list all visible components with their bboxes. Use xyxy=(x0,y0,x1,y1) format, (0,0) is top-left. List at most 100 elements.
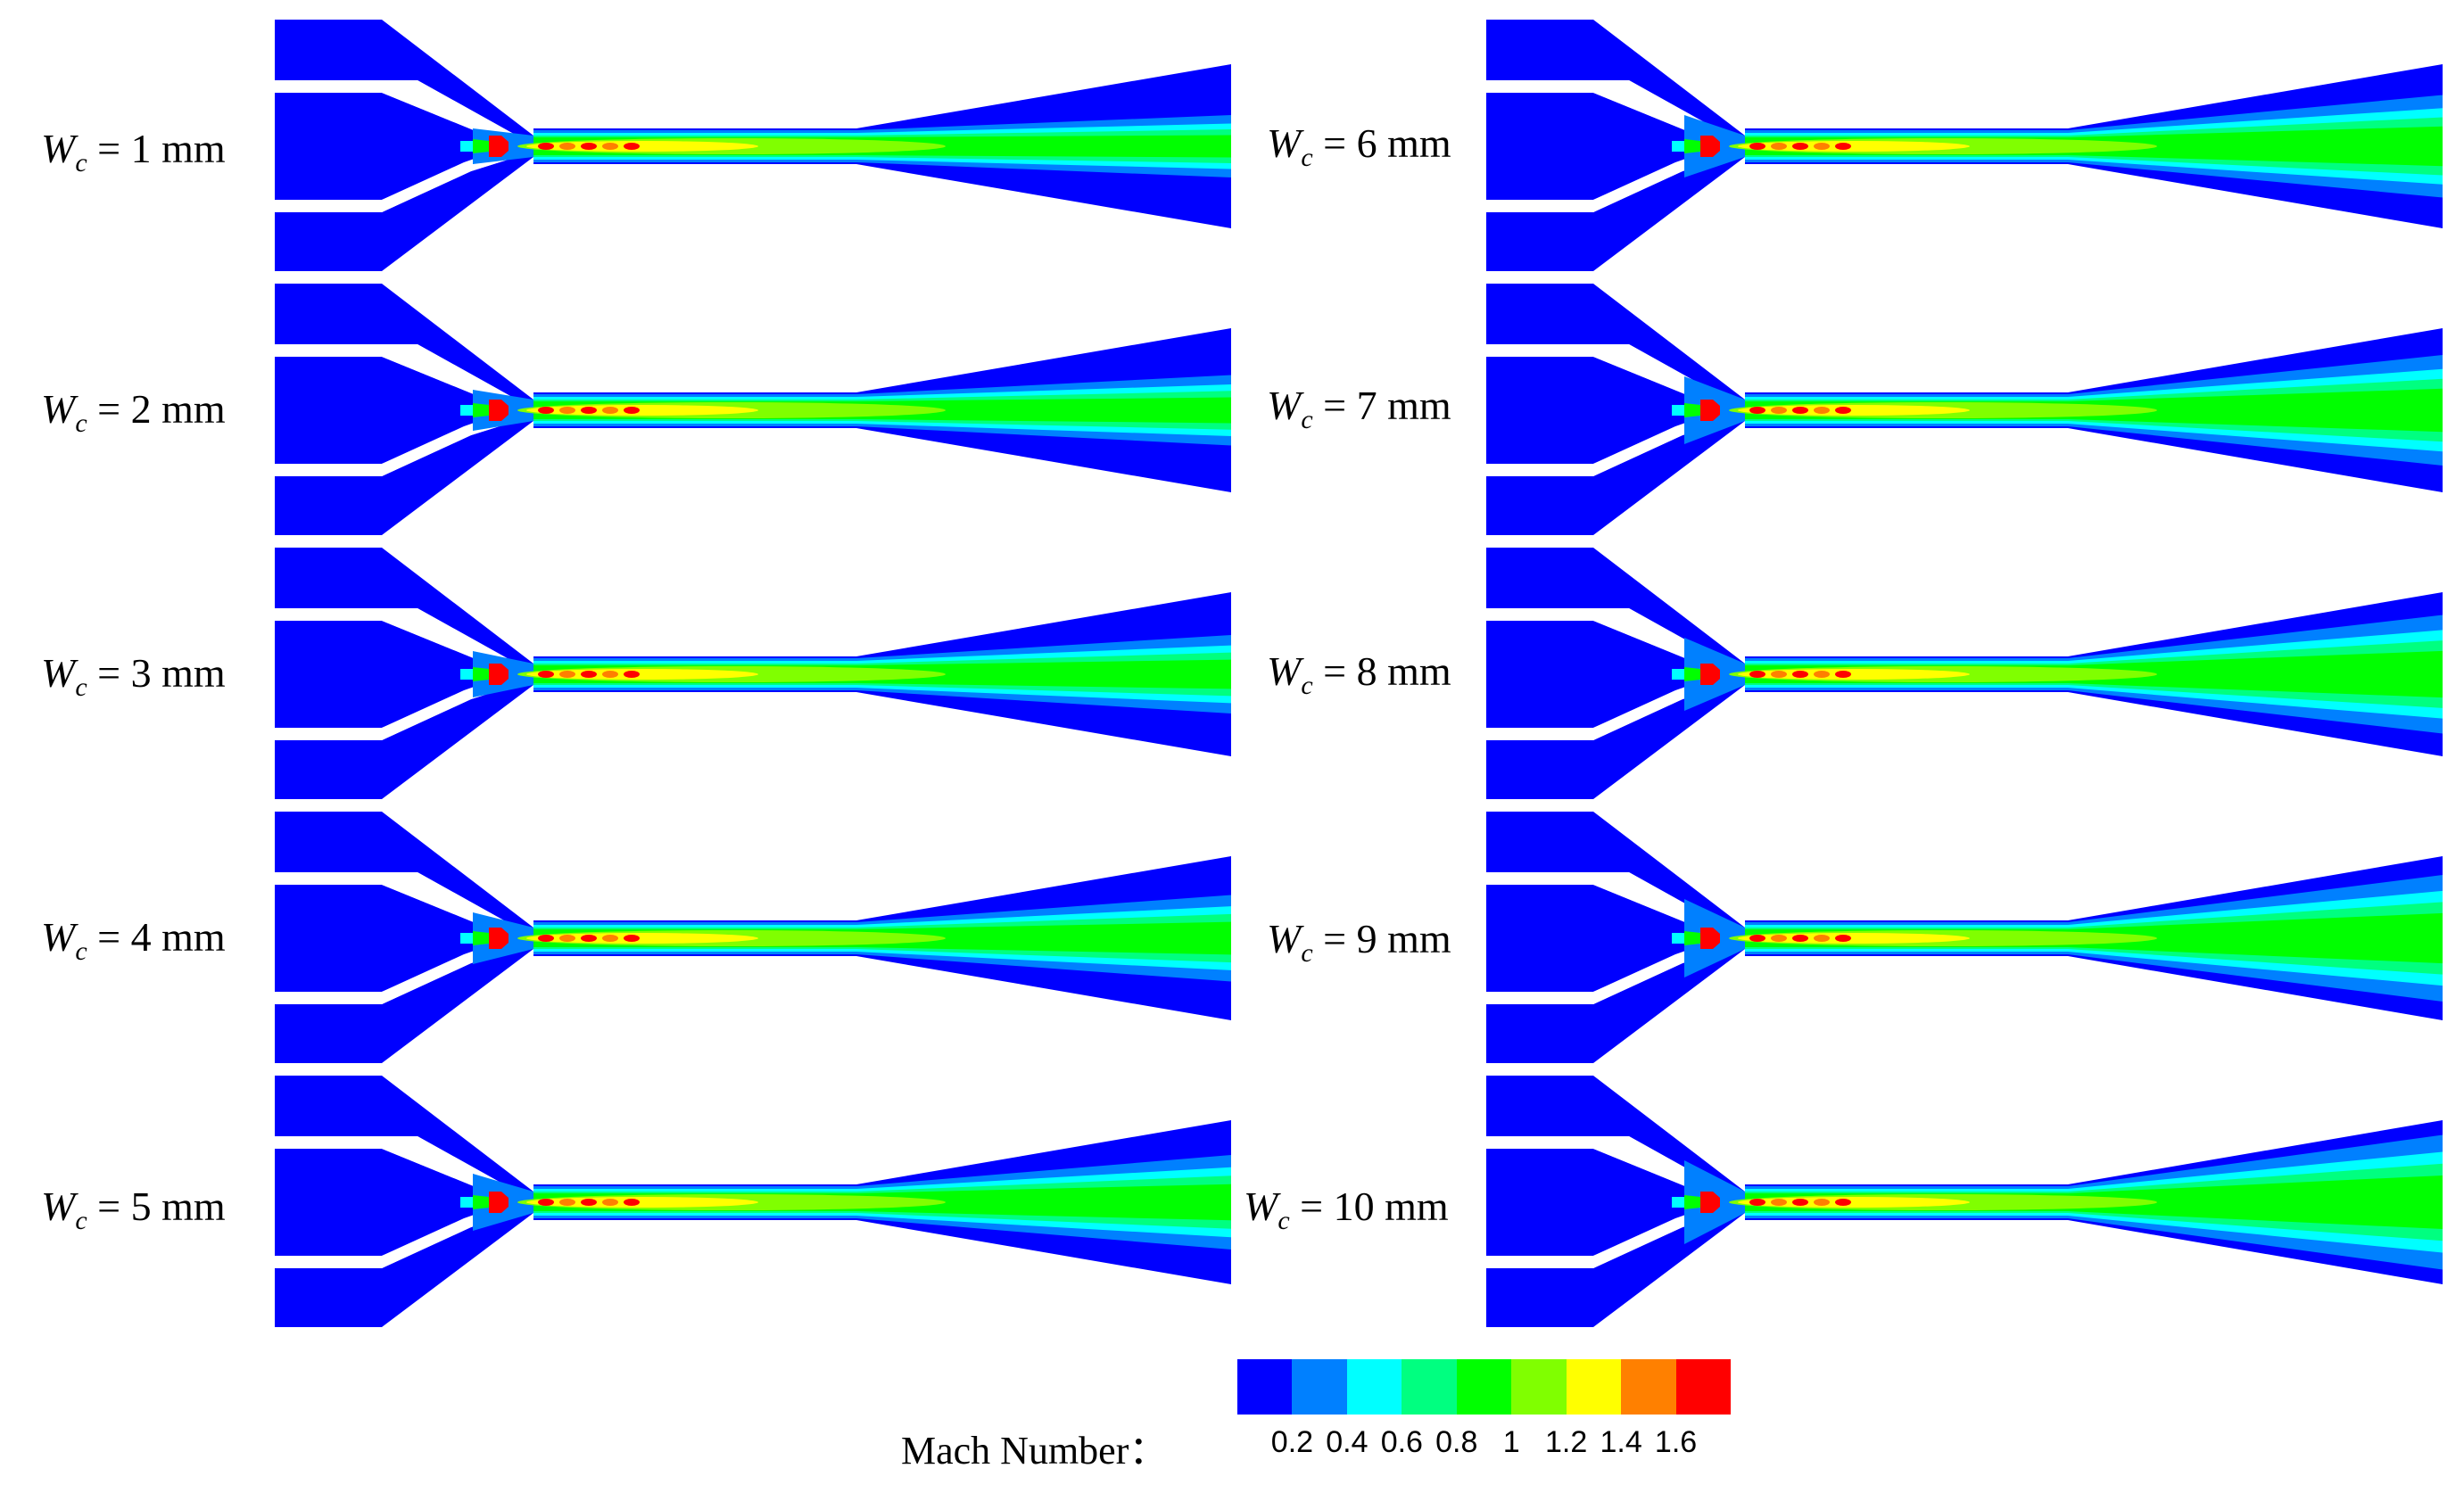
primary-nozzle-body xyxy=(1486,885,1720,992)
nozzle-inlet-flow xyxy=(473,139,489,153)
shock-cell xyxy=(602,143,618,150)
nozzle-throat xyxy=(489,400,509,421)
legend-tick-label: 0.4 xyxy=(1326,1425,1368,1459)
nozzle-entry xyxy=(1672,933,1684,944)
shock-cell xyxy=(602,935,618,942)
shock-cell xyxy=(559,671,575,678)
primary-nozzle-body xyxy=(275,1149,509,1256)
suction-channel-lower xyxy=(1486,1206,1745,1268)
legend-swatch xyxy=(1456,1359,1512,1415)
nozzle-entry xyxy=(460,933,473,944)
nozzle-throat xyxy=(1700,1192,1720,1213)
legend-swatch xyxy=(1237,1359,1293,1415)
shock-cell xyxy=(602,407,618,414)
legend-swatch xyxy=(1511,1359,1567,1415)
shock-cell xyxy=(1771,671,1787,678)
nozzle-entry xyxy=(460,405,473,416)
shock-cell xyxy=(538,1199,554,1206)
shock-cell xyxy=(559,407,575,414)
nozzle-entry xyxy=(460,141,473,152)
shock-cell xyxy=(1749,935,1765,942)
legend-tick-label: 0.8 xyxy=(1435,1425,1478,1459)
nozzle-inlet-flow xyxy=(1684,403,1700,417)
shock-cell xyxy=(1749,1199,1765,1206)
suction-channel-lower xyxy=(275,414,533,476)
suction-lower-block xyxy=(275,944,533,1063)
suction-channel-lower xyxy=(275,150,533,212)
case-label-4: Wc = 4 mm xyxy=(41,914,226,966)
shock-cell xyxy=(1835,407,1851,414)
nozzle-entry xyxy=(1672,1197,1684,1208)
primary-nozzle-body xyxy=(275,621,509,728)
case-label-9: Wc = 9 mm xyxy=(1267,916,1451,968)
shock-cell xyxy=(538,935,554,942)
shock-cell xyxy=(1771,1199,1787,1206)
shock-cell xyxy=(1814,143,1830,150)
nozzle-inlet-flow xyxy=(1684,1195,1700,1209)
shock-cell xyxy=(1814,671,1830,678)
suction-lower-block xyxy=(1486,152,1745,271)
nozzle-entry xyxy=(1672,405,1684,416)
primary-nozzle-body xyxy=(275,885,509,992)
shock-cell xyxy=(538,407,554,414)
case-label-10: Wc = 10 mm xyxy=(1244,1184,1449,1235)
shock-cell xyxy=(624,143,640,150)
legend-title: Mach Number： xyxy=(901,1429,1169,1472)
ejector-panel-4 xyxy=(275,812,1231,1063)
shock-cell xyxy=(1835,1199,1851,1206)
shock-cell xyxy=(1814,407,1830,414)
ejector-panel-5 xyxy=(275,1076,1231,1327)
suction-lower-block xyxy=(275,416,533,535)
ejector-panel-7 xyxy=(1486,284,2443,535)
shock-cell xyxy=(538,671,554,678)
case-label-5: Wc = 5 mm xyxy=(41,1184,226,1235)
nozzle-throat xyxy=(489,1192,509,1213)
shock-cell xyxy=(602,671,618,678)
primary-nozzle-body xyxy=(275,357,509,464)
legend-swatch xyxy=(1675,1359,1732,1415)
primary-nozzle-body xyxy=(1486,1149,1720,1256)
suction-lower-block xyxy=(1486,944,1745,1063)
suction-lower-block xyxy=(1486,680,1745,799)
shock-cell xyxy=(1835,935,1851,942)
suction-channel-lower xyxy=(275,1206,533,1268)
ejector-panel-1 xyxy=(275,20,1231,271)
shock-cell xyxy=(1835,671,1851,678)
suction-channel-lower xyxy=(1486,678,1745,740)
shock-cell xyxy=(1814,1199,1830,1206)
case-label-8: Wc = 8 mm xyxy=(1267,648,1451,700)
shock-cell xyxy=(1749,671,1765,678)
primary-nozzle-body xyxy=(275,93,509,200)
legend-tick-label: 1.2 xyxy=(1545,1425,1588,1459)
shock-cell xyxy=(602,1199,618,1206)
shock-cell xyxy=(1771,935,1787,942)
shock-cell xyxy=(538,143,554,150)
nozzle-inlet-flow xyxy=(1684,139,1700,153)
shock-cell xyxy=(559,143,575,150)
nozzle-throat xyxy=(489,664,509,685)
nozzle-inlet-flow xyxy=(473,403,489,417)
ejector-panel-8 xyxy=(1486,548,2443,799)
legend-tick-label: 0.6 xyxy=(1380,1425,1423,1459)
case-label-6: Wc = 6 mm xyxy=(1267,120,1451,172)
shock-cell xyxy=(1771,407,1787,414)
nozzle-throat xyxy=(1700,928,1720,949)
legend-tick-label: 1.6 xyxy=(1654,1425,1698,1459)
legend-swatch xyxy=(1566,1359,1622,1415)
nozzle-inlet-flow xyxy=(473,931,489,945)
suction-lower-block xyxy=(275,1208,533,1327)
suction-channel-lower xyxy=(275,942,533,1004)
suction-lower-block xyxy=(1486,1208,1745,1327)
suction-lower-block xyxy=(275,152,533,271)
shock-cell xyxy=(1792,407,1808,414)
shock-cell xyxy=(1814,935,1830,942)
nozzle-inlet-flow xyxy=(1684,931,1700,945)
shock-cell xyxy=(624,671,640,678)
shock-cell xyxy=(1792,671,1808,678)
shock-cell xyxy=(1835,143,1851,150)
shock-cell xyxy=(581,1199,597,1206)
suction-lower-block xyxy=(1486,416,1745,535)
legend-swatch xyxy=(1621,1359,1677,1415)
shock-cell xyxy=(581,935,597,942)
ejector-panel-6 xyxy=(1486,20,2443,271)
